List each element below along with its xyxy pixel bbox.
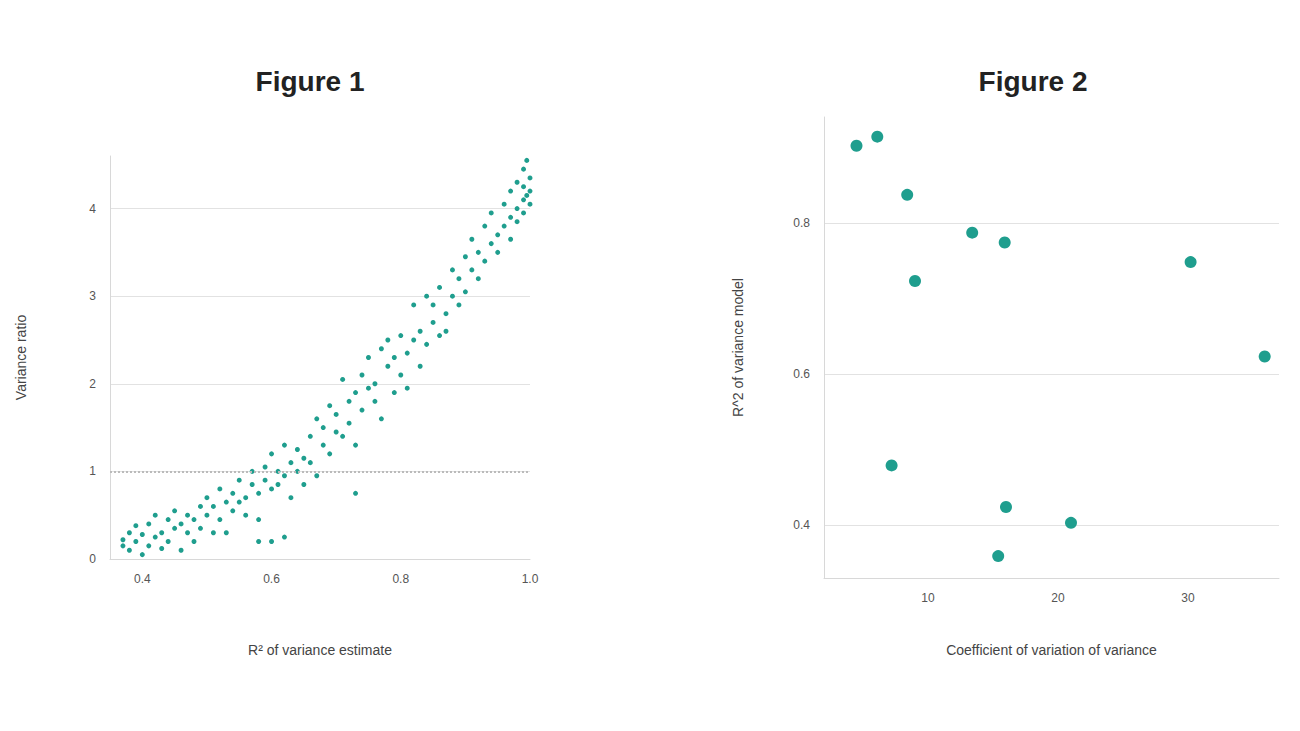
svg-text:0.6: 0.6 <box>793 367 810 381</box>
svg-text:R² of variance estimate: R² of variance estimate <box>248 642 392 658</box>
svg-text:Figure 1: Figure 1 <box>256 66 365 97</box>
svg-text:20: 20 <box>1051 591 1065 605</box>
svg-text:0.4: 0.4 <box>793 518 810 532</box>
svg-text:Coefficient of variation of va: Coefficient of variation of variance <box>946 642 1157 658</box>
svg-text:3: 3 <box>89 289 96 303</box>
svg-text:0.6: 0.6 <box>263 572 280 586</box>
svg-text:0.8: 0.8 <box>392 572 409 586</box>
svg-text:R^2 of variance model: R^2 of variance model <box>730 278 746 417</box>
svg-text:1.0: 1.0 <box>522 572 539 586</box>
svg-text:0.8: 0.8 <box>793 216 810 230</box>
svg-text:Variance ratio: Variance ratio <box>13 315 29 401</box>
svg-text:10: 10 <box>921 591 935 605</box>
svg-text:4: 4 <box>89 202 96 216</box>
svg-text:0.4: 0.4 <box>134 572 151 586</box>
svg-text:0: 0 <box>89 552 96 566</box>
svg-text:1: 1 <box>89 464 96 478</box>
svg-text:30: 30 <box>1181 591 1195 605</box>
svg-text:Figure 2: Figure 2 <box>979 66 1088 97</box>
svg-text:2: 2 <box>89 377 96 391</box>
